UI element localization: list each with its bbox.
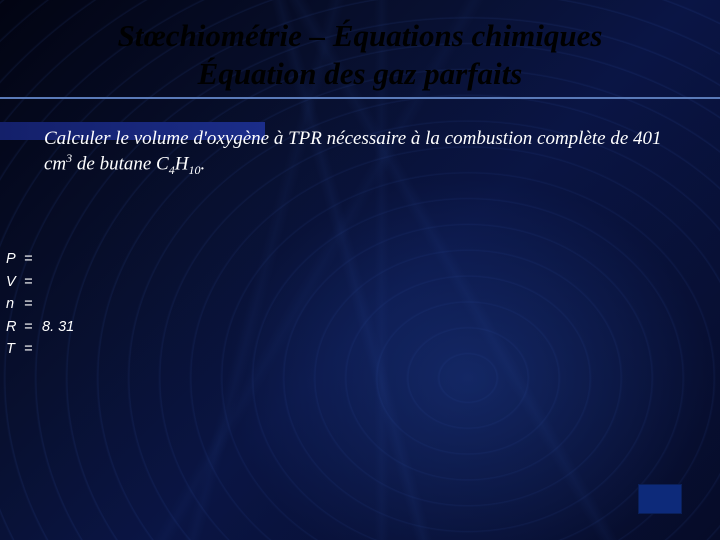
title-line-1: Stœchiométrie – Équations chimiques [40, 18, 680, 54]
problem-text-post: . [200, 153, 205, 174]
var-value: 8. 31 [42, 316, 74, 338]
var-symbol: V [6, 271, 24, 293]
problem-text-mid2: H [175, 153, 189, 174]
var-symbol: P [6, 248, 24, 270]
var-row: R = 8. 31 [6, 316, 720, 338]
var-equals: = [24, 316, 42, 338]
var-symbol: T [6, 338, 24, 360]
var-symbol: R [6, 316, 24, 338]
var-symbol: n [6, 293, 24, 315]
var-row: T = [6, 338, 720, 360]
problem-statement: Calculer le volume d'oxygène à TPR néces… [0, 99, 720, 178]
var-row: n = [6, 293, 720, 315]
problem-text-mid: de butane C [72, 153, 169, 174]
var-equals: = [24, 293, 42, 315]
var-equals: = [24, 271, 42, 293]
title-line-2: Équation des gaz parfaits [40, 56, 680, 92]
title-block: Stœchiométrie – Équations chimiques Équa… [0, 0, 720, 99]
problem-sub-2: 10 [188, 163, 200, 177]
footer-box [638, 484, 682, 514]
var-equals: = [24, 248, 42, 270]
var-equals: = [24, 338, 42, 360]
var-row: P = [6, 248, 720, 270]
variable-list: P = V = n = R = 8. 31 T = [0, 178, 720, 360]
var-row: V = [6, 271, 720, 293]
